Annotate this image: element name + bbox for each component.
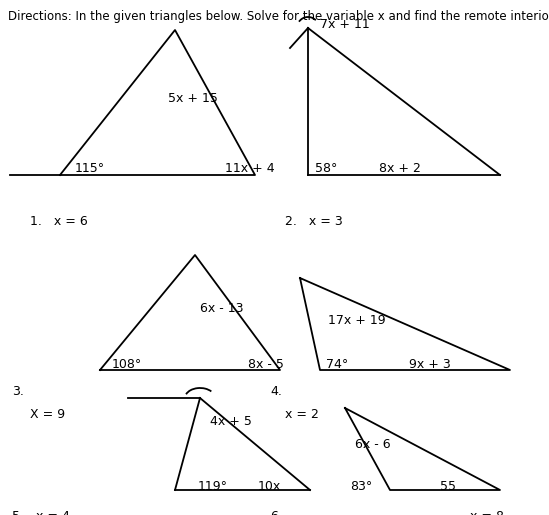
Text: 8x - 5: 8x - 5 [248, 358, 284, 371]
Text: 4x + 5: 4x + 5 [210, 415, 252, 428]
Text: x = 2: x = 2 [285, 408, 319, 421]
Text: 55: 55 [440, 480, 456, 493]
Text: 7x + 11: 7x + 11 [320, 18, 369, 31]
Text: 8x + 2: 8x + 2 [379, 162, 421, 175]
Text: 5x + 15: 5x + 15 [168, 92, 218, 105]
Text: 3.: 3. [12, 385, 24, 398]
Text: 6x - 13: 6x - 13 [200, 301, 244, 315]
Text: 58°: 58° [315, 162, 338, 175]
Text: 10x: 10x [258, 480, 281, 493]
Text: x = 8: x = 8 [470, 510, 504, 515]
Text: 115°: 115° [75, 162, 105, 175]
Text: Directions: In the given triangles below. Solve for the variable x and find the : Directions: In the given triangles below… [8, 10, 549, 23]
Text: 4.: 4. [270, 385, 282, 398]
Text: 17x + 19: 17x + 19 [328, 314, 385, 327]
Text: 6.: 6. [270, 510, 282, 515]
Text: 119°: 119° [198, 480, 228, 493]
Text: 5.   x = 4: 5. x = 4 [12, 510, 70, 515]
Text: 6x - 6: 6x - 6 [355, 438, 391, 452]
Text: 108°: 108° [112, 358, 142, 371]
Text: 11x + 4: 11x + 4 [225, 162, 274, 175]
Text: X = 9: X = 9 [30, 408, 65, 421]
Text: 74°: 74° [326, 358, 348, 371]
Text: 9x + 3: 9x + 3 [409, 358, 451, 371]
Text: 83°: 83° [350, 480, 372, 493]
Text: 2.   x = 3: 2. x = 3 [285, 215, 343, 228]
Text: 1.   x = 6: 1. x = 6 [30, 215, 88, 228]
